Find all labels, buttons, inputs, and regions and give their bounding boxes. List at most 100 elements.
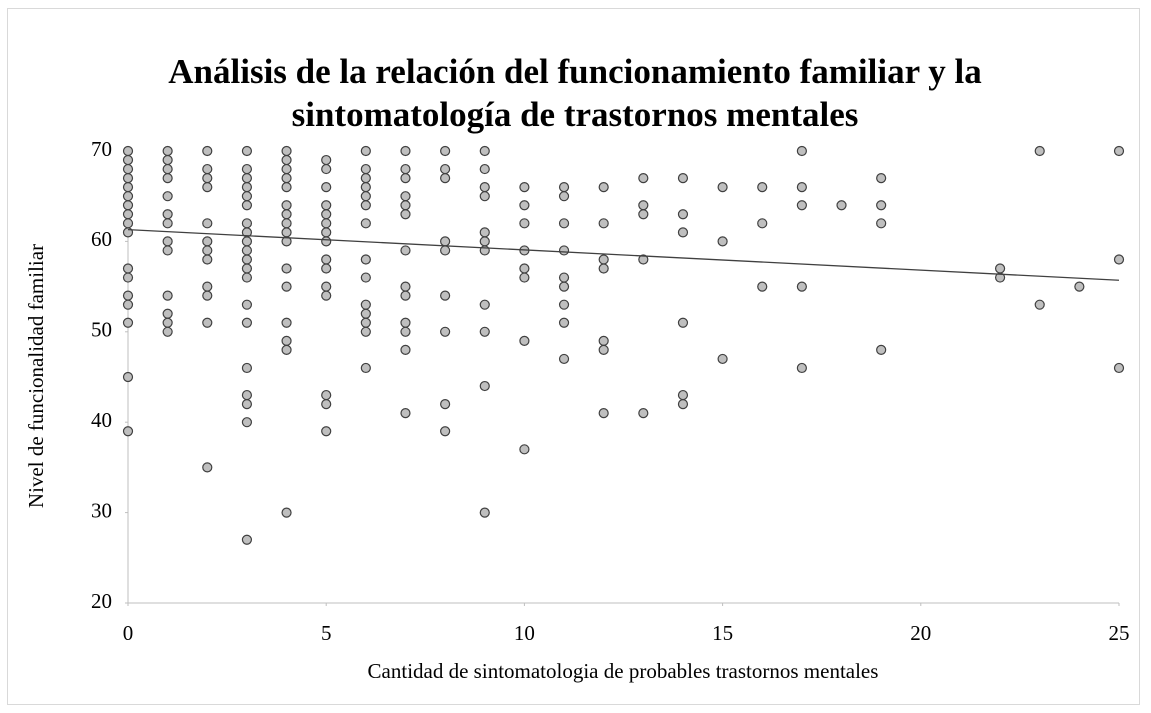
point [321,263,332,274]
point [836,200,847,211]
point [400,163,411,175]
point [479,299,490,310]
y-axis-label: Nivel de funcionalidad familiar [24,244,48,508]
point [440,399,451,410]
point [321,182,332,193]
point [796,200,807,211]
point [281,507,292,518]
point [241,534,253,545]
x-tick-label: 25 [1109,621,1130,645]
point [321,236,332,247]
point [122,163,134,175]
x-tick-label: 15 [712,621,733,645]
point [1034,145,1045,157]
point [202,462,213,473]
point [876,200,887,211]
point [241,254,253,265]
point [360,254,371,265]
point [281,281,292,292]
point [360,200,371,211]
point [558,245,570,256]
point [162,245,173,256]
point [1034,299,1045,310]
point [122,200,134,211]
point [321,281,332,292]
point [519,444,530,455]
point [400,317,411,328]
point [202,163,213,175]
point [558,353,570,365]
point [241,200,253,211]
point [717,236,728,247]
point [321,200,332,211]
point [122,299,134,310]
point [876,173,887,184]
point [281,335,292,346]
point [598,254,609,265]
point [598,408,609,419]
point [360,362,371,374]
point [796,362,807,374]
point [241,245,253,256]
point [360,163,371,175]
point [281,154,292,166]
point [202,290,213,301]
point [677,173,689,184]
point [241,272,253,283]
y-tick-label: 40 [91,408,112,432]
point [241,191,253,202]
point [1113,254,1125,265]
point [519,263,530,274]
x-tick-label: 10 [514,621,535,645]
point [440,326,451,337]
point [202,236,213,247]
point [321,163,332,175]
point [281,173,292,184]
point [241,389,253,401]
point [400,200,411,211]
point [440,173,451,184]
point [677,399,689,410]
point [479,191,490,202]
point [360,299,371,310]
point [479,326,490,337]
point [440,145,451,157]
point [638,254,649,265]
point [558,191,570,202]
point [162,326,173,337]
point [360,191,371,202]
point [1074,281,1085,292]
point [440,426,451,437]
point [321,290,332,301]
point [122,290,134,301]
point [677,227,689,238]
point [519,182,530,193]
point [321,426,332,437]
point [202,182,213,193]
point [400,209,411,220]
x-axis-label: Cantidad de sintomatologia de probables … [368,659,879,683]
point [717,353,728,365]
point [122,145,134,157]
point [281,209,292,220]
point [202,145,213,157]
point [162,173,173,184]
point [122,371,134,383]
point [162,218,173,229]
point [162,308,173,319]
point [400,145,411,157]
point [281,145,292,157]
point [638,408,649,419]
point [994,272,1006,283]
point [1113,145,1125,157]
point [400,245,411,256]
point [876,344,887,355]
y-tick-label: 30 [91,498,112,522]
point [281,218,292,229]
point [519,272,530,283]
point [162,145,173,157]
point [677,317,689,328]
point [321,254,332,265]
point [202,173,213,184]
point [519,200,530,211]
